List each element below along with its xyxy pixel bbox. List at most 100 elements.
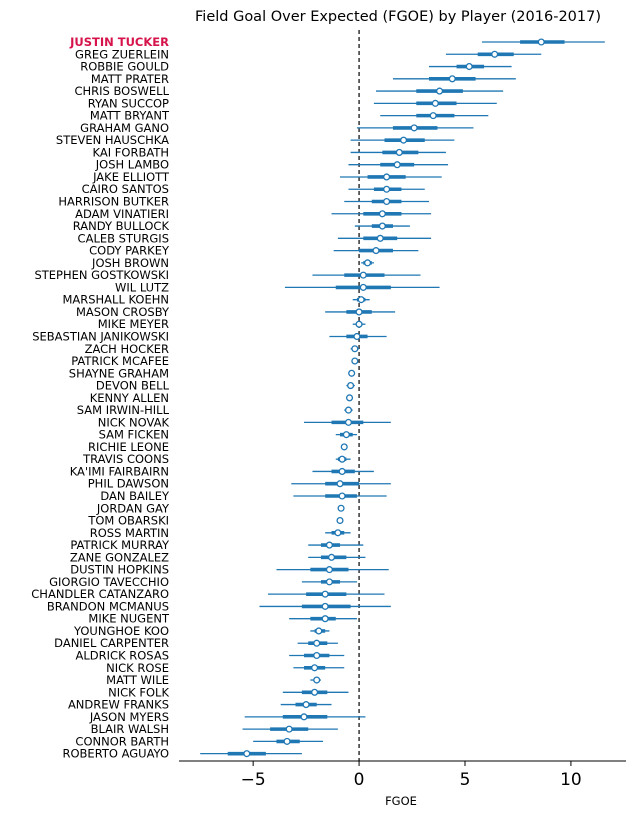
y-tick-label: SAM IRWIN-HILL [77,403,170,417]
x-tick-label: 10 [560,770,582,790]
y-tick-label: JOSH LAMBO [95,158,169,172]
y-tick-label: NICK ROSE [106,661,169,675]
mean-point [315,627,323,635]
x-tick-label: 0 [354,770,365,790]
mean-point [400,136,408,144]
mean-point [334,529,342,537]
mean-point [353,332,361,341]
mean-point [321,602,329,610]
y-tick-label: ROBERTO AGUAYO [63,747,170,761]
mean-point [311,664,319,672]
mean-point [383,173,391,181]
mean-point [431,99,439,107]
y-tick-label: SAM FICKEN [99,428,169,442]
y-tick-label: GRAHAM GANO [80,121,169,135]
mean-point [325,578,333,586]
y-tick-label: DAN BAILEY [100,489,170,503]
mean-point [355,320,363,328]
y-tick-label: ALDRICK ROSAS [76,649,169,663]
mean-point [325,541,333,549]
y-tick-label: YOUNGHOE KOO [73,624,169,638]
y-tick-label: MATT BRYANT [90,109,170,123]
y-tick-label: STEPHEN GOSTKOWSKI [34,268,169,282]
y-tick-label: BRANDON MCMANUS [47,599,169,613]
mean-point [359,283,367,291]
y-tick-label: JAKE ELLIOTT [92,170,170,184]
y-tick-label: DANIEL CARPENTER [54,636,169,650]
y-tick-label: CONNOR BARTH [75,734,169,748]
mean-point [348,369,356,377]
y-tick-label: TRAVIS COONS [82,452,169,466]
mean-point [351,345,359,353]
mean-point [313,651,321,660]
mean-point [410,124,418,132]
y-tick-label: SHAYNE GRAHAM [69,366,169,380]
x-tick-label: 5 [460,770,471,790]
y-tick-label: GIORGIO TAVECCHIO [49,575,169,589]
y-tick-label: NICK NOVAK [98,415,170,429]
y-tick-label: ZACH HOCKER [85,342,169,356]
mean-point [342,431,350,439]
mean-point [393,161,401,169]
y-tick-label: CODY PARKEY [89,244,170,258]
chart-title: Field Goal Over Expected (FGOE) by Playe… [195,9,601,25]
x-axis-label: FGOE [385,794,417,808]
mean-point [338,455,346,463]
mean-point [300,713,308,721]
y-tick-label: ADAM VINATIERI [75,207,169,221]
y-tick-label: JASON MYERS [89,710,169,724]
mean-point [378,222,386,230]
mean-point [325,566,333,574]
mean-point [243,750,251,758]
mean-point [283,737,291,745]
mean-point [337,504,345,512]
y-tick-label: PATRICK MURRAY [70,538,170,552]
mean-point [345,394,354,402]
y-tick-label: MATT WILE [106,673,169,687]
mean-point [395,148,403,156]
mean-point [338,492,346,500]
mean-point [383,185,391,193]
y-tick-label: RICHIE LEONE [88,440,169,454]
y-tick-label: ROBBIE GOULD [80,60,169,74]
y-tick-label: MASON CROSBY [76,305,170,319]
mean-point [336,480,344,488]
y-tick-label: RANDY BULLOCK [73,219,170,233]
mean-point [321,615,329,623]
mean-point [327,553,336,561]
mean-point [313,676,321,684]
y-tick-label: ZANE GONZALEZ [70,550,169,564]
y-tick-label: ROSS MARTIN [90,526,169,540]
mean-point [465,62,473,71]
mean-point [321,590,329,598]
y-tick-label: DEVON BELL [96,379,170,393]
mean-point [359,271,367,279]
mean-point [344,406,353,414]
y-tick-label: DUSTIN HOPKINS [70,563,169,577]
mean-point [376,234,384,242]
mean-point [383,197,391,206]
y-tick-label: KA'IMI FAIRBAIRN [70,464,169,478]
y-tick-label: CAIRO SANTOS [82,182,169,196]
mean-point [448,75,456,83]
y-tick-label: MIKE MEYER [98,317,169,331]
y-tick-label: BLAIR WALSH [91,722,169,736]
mean-point [429,112,437,120]
y-tick-label: CHRIS BOSWELL [74,84,169,98]
mean-point [363,259,372,267]
mean-point [285,725,293,733]
y-tick-label: SEBASTIAN JANIKOWSKI [32,329,169,343]
y-tick-label: NICK FOLK [108,685,169,699]
y-tick-label: PATRICK MCAFEE [71,354,169,368]
y-tick-label: STEVEN HAUSCHKA [56,133,169,147]
y-tick-label: JUSTIN TUCKER [69,35,169,49]
y-tick-label: HARRISON BUTKER [58,195,169,209]
y-tick-label: MARSHALL KOEHN [62,293,169,307]
y-tick-label: TOM OBARSKI [87,514,169,528]
y-tick-label: RYAN SUCCOP [88,96,169,110]
mean-point [537,38,545,46]
mean-point [302,701,310,709]
mean-point [347,382,355,390]
y-tick-label: MIKE NUGENT [88,612,170,626]
